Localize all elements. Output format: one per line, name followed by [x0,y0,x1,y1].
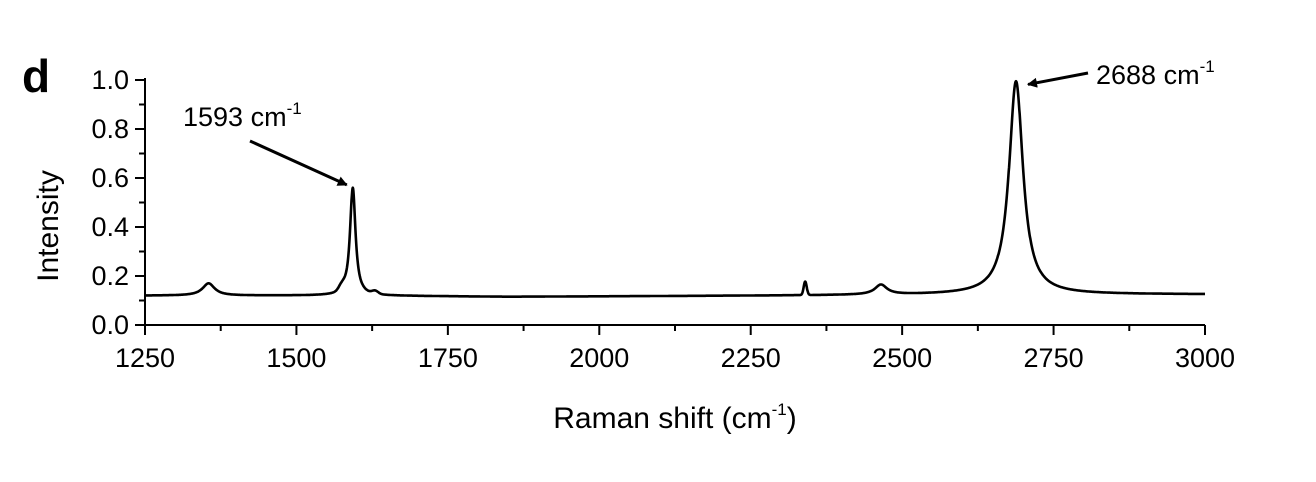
x-tick-label-1500: 1500 [266,343,326,373]
x-tick-label-1750: 1750 [418,343,478,373]
x-axis-label-tail: ) [787,402,797,435]
x-tick-label-2750: 2750 [1024,343,1084,373]
annotation-2688-label: 2688 cm-1 [1096,57,1215,90]
x-tick-label-2500: 2500 [872,343,932,373]
annotation-2688: 2688 cm-1 [1027,57,1215,90]
x-tick-label-2250: 2250 [721,343,781,373]
y-tick-label-0.0: 0.0 [91,310,129,340]
y-tick-label-0.8: 0.8 [91,114,129,144]
x-axis-label-sup: -1 [772,400,787,419]
x-tick-label-2000: 2000 [569,343,629,373]
x-tick-label-3000: 3000 [1175,343,1235,373]
annotation-2688-arrow [1027,71,1089,88]
y-tick-label-0.2: 0.2 [91,261,129,291]
annotation-1593: 1593 cm-1 [183,99,348,187]
tick-labels: 1250 1500 1750 2000 2250 2500 2750 3000 0.0 0.2 0.… [91,65,1235,373]
annotation-1593-arrow [249,139,348,187]
annotation-1593-sup: -1 [287,99,302,118]
annotation-2688-text: 2688 cm [1096,60,1200,90]
panel-label: d [22,50,50,102]
x-axis-label: Raman shift (cm-1) [553,400,797,435]
spectrum-line [144,79,1206,298]
annotation-2688-sup: -1 [1200,57,1215,76]
y-tick-label-0.4: 0.4 [91,212,129,242]
y-tick-label-1.0: 1.0 [91,65,129,95]
annotation-1593-label: 1593 cm-1 [183,99,302,132]
y-axis-label: Intensity [32,170,65,282]
x-tick-label-1250: 1250 [115,343,175,373]
annotation-1593-text: 1593 cm [183,102,287,132]
x-axis-label-main: Raman shift (cm [553,402,771,435]
major-ticks [135,79,1206,335]
y-axis-label-text: Intensity [32,170,65,282]
y-tick-label-0.6: 0.6 [91,163,129,193]
